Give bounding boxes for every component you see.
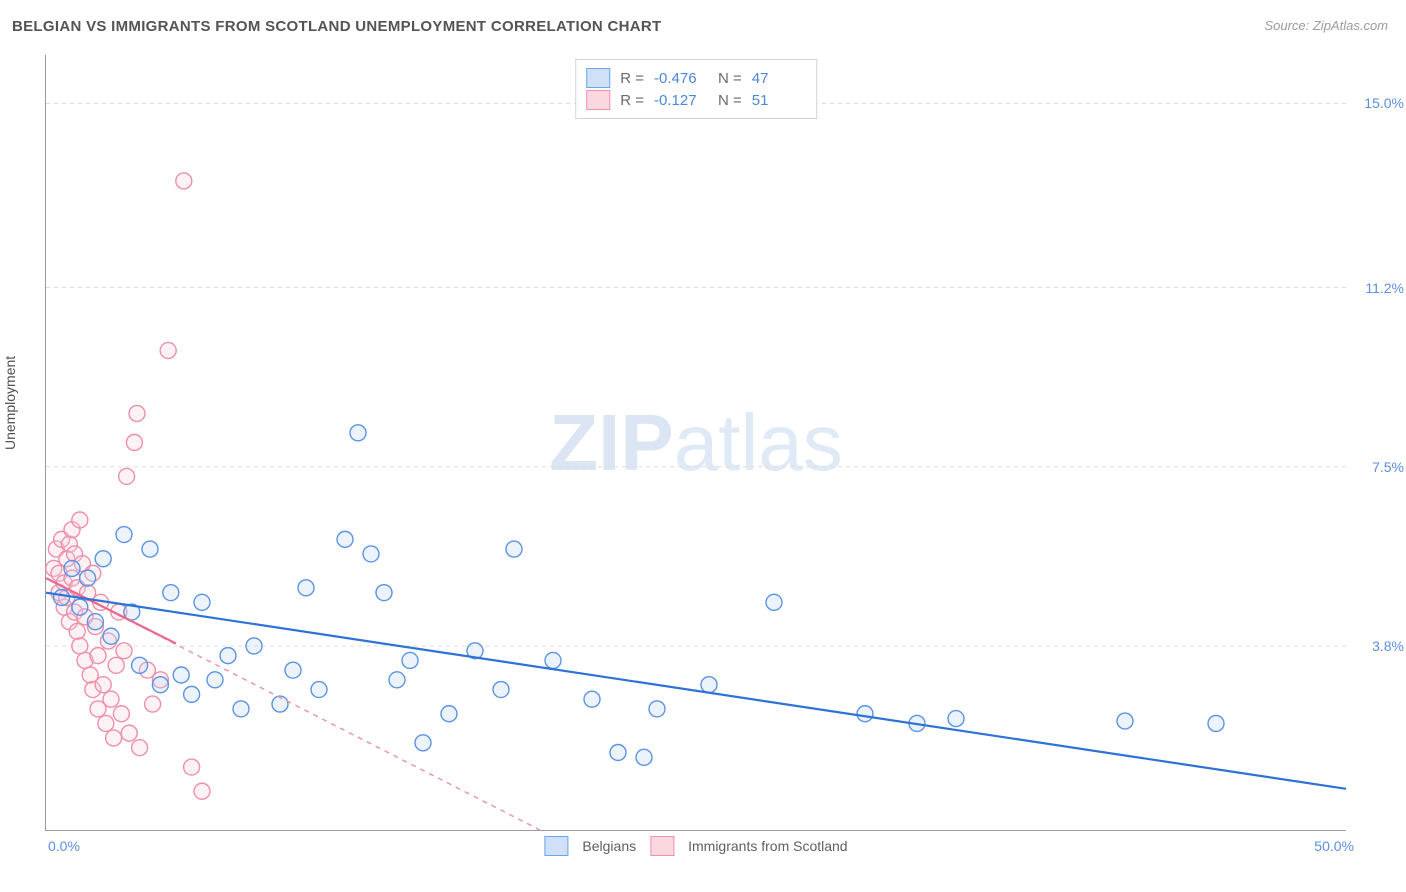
point-belgians xyxy=(350,425,366,441)
point-belgians xyxy=(402,652,418,668)
trendline-belgians xyxy=(46,593,1346,789)
r-value-blue: -0.476 xyxy=(654,70,708,87)
point-scotland xyxy=(184,759,200,775)
x-tick-max: 50.0% xyxy=(1314,838,1354,854)
point-scotland xyxy=(72,638,88,654)
source-attribution: Source: ZipAtlas.com xyxy=(1264,18,1388,33)
chart-title: BELGIAN VS IMMIGRANTS FROM SCOTLAND UNEM… xyxy=(12,18,662,35)
point-belgians xyxy=(1117,713,1133,729)
point-belgians xyxy=(441,706,457,722)
y-tick: 7.5% xyxy=(1354,459,1404,475)
point-belgians xyxy=(285,662,301,678)
r-value-pink: -0.127 xyxy=(654,92,708,109)
point-belgians xyxy=(493,682,509,698)
point-scotland xyxy=(95,677,111,693)
point-belgians xyxy=(233,701,249,717)
point-scotland xyxy=(194,783,210,799)
point-belgians xyxy=(184,686,200,702)
point-scotland xyxy=(121,725,137,741)
point-scotland xyxy=(106,730,122,746)
point-scotland xyxy=(72,512,88,528)
point-belgians xyxy=(298,580,314,596)
point-scotland xyxy=(113,706,129,722)
n-label: N = xyxy=(718,70,742,87)
r-label: R = xyxy=(620,70,644,87)
point-belgians xyxy=(545,652,561,668)
point-belgians xyxy=(132,657,148,673)
x-tick-min: 0.0% xyxy=(48,838,80,854)
point-scotland xyxy=(176,173,192,189)
point-scotland xyxy=(132,740,148,756)
point-scotland xyxy=(108,657,124,673)
y-tick: 15.0% xyxy=(1354,95,1404,111)
y-tick: 3.8% xyxy=(1354,638,1404,654)
point-belgians xyxy=(87,614,103,630)
swatch-blue xyxy=(586,68,610,88)
correlation-legend: R = -0.476 N = 47 R = -0.127 N = 51 xyxy=(575,59,817,119)
swatch-pink xyxy=(586,90,610,110)
point-scotland xyxy=(90,648,106,664)
point-belgians xyxy=(116,527,132,543)
n-label: N = xyxy=(718,92,742,109)
point-belgians xyxy=(766,594,782,610)
point-belgians xyxy=(246,638,262,654)
y-axis-label: Unemployment xyxy=(2,356,18,450)
point-belgians xyxy=(72,599,88,615)
point-belgians xyxy=(173,667,189,683)
swatch-blue xyxy=(544,836,568,856)
point-scotland xyxy=(116,643,132,659)
legend-label-scotland: Immigrants from Scotland xyxy=(688,838,848,854)
n-value-pink: 51 xyxy=(752,92,806,109)
point-belgians xyxy=(220,648,236,664)
point-belgians xyxy=(163,585,179,601)
r-label: R = xyxy=(620,92,644,109)
point-belgians xyxy=(337,531,353,547)
point-belgians xyxy=(1208,715,1224,731)
point-scotland xyxy=(129,405,145,421)
point-scotland xyxy=(145,696,161,712)
point-belgians xyxy=(415,735,431,751)
point-belgians xyxy=(857,706,873,722)
point-belgians xyxy=(389,672,405,688)
point-belgians xyxy=(194,594,210,610)
point-scotland xyxy=(69,623,85,639)
point-belgians xyxy=(80,570,96,586)
point-scotland xyxy=(126,435,142,451)
point-belgians xyxy=(610,745,626,761)
y-tick: 11.2% xyxy=(1354,280,1404,296)
point-belgians xyxy=(311,682,327,698)
point-scotland xyxy=(119,468,135,484)
point-belgians xyxy=(363,546,379,562)
point-belgians xyxy=(272,696,288,712)
point-belgians xyxy=(64,560,80,576)
point-belgians xyxy=(152,677,168,693)
point-scotland xyxy=(98,715,114,731)
legend-label-belgians: Belgians xyxy=(582,838,636,854)
point-belgians xyxy=(948,711,964,727)
legend-row-pink: R = -0.127 N = 51 xyxy=(586,90,806,110)
legend-row-blue: R = -0.476 N = 47 xyxy=(586,68,806,88)
point-belgians xyxy=(636,749,652,765)
series-legend: Belgians Immigrants from Scotland xyxy=(544,836,847,856)
point-belgians xyxy=(54,590,70,606)
point-belgians xyxy=(584,691,600,707)
point-belgians xyxy=(506,541,522,557)
scatter-plot: ZIPatlas R = -0.476 N = 47 R = -0.127 N … xyxy=(45,55,1346,831)
plot-svg xyxy=(46,55,1346,830)
point-belgians xyxy=(701,677,717,693)
header: BELGIAN VS IMMIGRANTS FROM SCOTLAND UNEM… xyxy=(0,0,1406,40)
point-belgians xyxy=(142,541,158,557)
point-belgians xyxy=(376,585,392,601)
n-value-blue: 47 xyxy=(752,70,806,87)
point-belgians xyxy=(207,672,223,688)
point-belgians xyxy=(103,628,119,644)
point-scotland xyxy=(160,342,176,358)
point-belgians xyxy=(95,551,111,567)
point-belgians xyxy=(649,701,665,717)
point-scotland xyxy=(103,691,119,707)
swatch-pink xyxy=(650,836,674,856)
